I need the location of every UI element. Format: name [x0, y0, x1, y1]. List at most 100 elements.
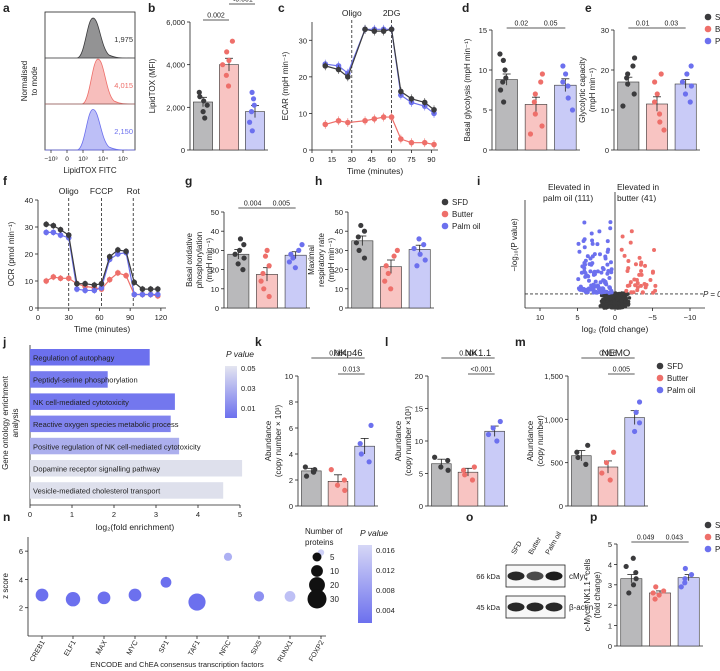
x-tick-label: 0: [65, 156, 69, 163]
annotation-palm: palm oil (111): [543, 193, 593, 203]
data-point-palm: [563, 71, 569, 77]
line-sfd: [325, 28, 435, 111]
x-axis-label: Time (minutes): [347, 166, 404, 176]
y-axis-label: −log₁₀(P value): [510, 218, 519, 272]
x-tick-label: 90: [427, 155, 435, 164]
bar-butter: [649, 592, 671, 647]
bar-palm: [354, 445, 375, 507]
tf-dot: [188, 593, 206, 611]
data-point-butter: [260, 270, 266, 277]
kda-label: 45 kDa: [476, 603, 501, 612]
data-point-palm: [636, 399, 643, 405]
data-point-butter: [469, 477, 476, 483]
data-point-palm: [589, 231, 594, 236]
data-point-ns: [620, 291, 625, 296]
y-axis-label: (mpH min⁻¹): [588, 68, 597, 113]
data-point-butter: [633, 262, 638, 267]
legend-marker-sfd: [704, 13, 712, 21]
p-value-label: 0.004: [459, 351, 477, 358]
blot-band: [526, 602, 544, 612]
x-tick-label: 120: [155, 313, 168, 322]
data-point-butter: [658, 71, 664, 77]
lane-label: SFD: [511, 540, 524, 556]
data-point-palm: [251, 102, 257, 108]
data-point-sfd: [626, 590, 632, 596]
injection-label: Oligo: [59, 186, 79, 196]
y-tick-label: 500: [550, 459, 563, 468]
data-point-ns: [604, 302, 609, 307]
term-label: Reactive oxygen species metabolic proces…: [33, 420, 179, 429]
data-point-sfd: [432, 454, 438, 460]
size-legend-dot: [312, 552, 322, 562]
colorbar: [225, 366, 237, 418]
tf-label: NFIC: [218, 640, 232, 658]
colorbar-tick: 0.01: [241, 404, 256, 413]
panel-letter-h: h: [315, 174, 322, 188]
data-point-butter: [115, 270, 121, 276]
legend-label-sfd: SFD: [715, 521, 720, 530]
data-point-sfd: [438, 464, 444, 470]
data-point-palm: [74, 286, 80, 292]
data-point-palm: [590, 284, 595, 289]
data-point-sfd: [115, 247, 121, 253]
data-point-ns: [607, 304, 612, 309]
legend-marker-butter: [704, 25, 712, 33]
data-point-butter: [656, 592, 662, 598]
data-point-sfd: [358, 222, 364, 229]
y-tick-label: 6,000: [166, 18, 185, 27]
injection-label: Rot: [127, 186, 141, 196]
data-point-sfd: [200, 109, 206, 115]
colorbar-tick: 0.008: [376, 586, 395, 595]
data-point-palm: [43, 229, 49, 236]
data-point-palm: [292, 265, 298, 271]
data-point-butter: [539, 71, 545, 77]
data-point-butter: [639, 260, 644, 265]
data-point-butter: [607, 477, 613, 483]
y-tick-label: 40: [25, 196, 33, 205]
data-point-butter: [650, 590, 656, 596]
data-point-butter: [261, 286, 267, 292]
x-tick-label: −5: [648, 313, 657, 322]
data-point-sfd: [631, 91, 637, 97]
data-point-sfd: [575, 454, 581, 461]
data-point-palm: [565, 83, 571, 89]
y-tick-label: 6: [289, 424, 293, 433]
bar-term: [30, 460, 243, 477]
legend-label-sfd: SFD: [452, 198, 468, 207]
y-tick-label: 10: [415, 437, 423, 446]
x-tick-label: 5: [575, 313, 579, 322]
data-point-butter: [391, 253, 397, 259]
data-point-palm: [565, 95, 571, 101]
x-tick-label: 0: [36, 313, 40, 322]
data-point-butter: [637, 255, 642, 260]
y-tick-label: 4: [289, 450, 293, 459]
size-legend-title: Number of: [305, 527, 343, 536]
colorbar-tick: 0.016: [376, 546, 395, 555]
panel-letter-b: b: [148, 1, 155, 15]
data-point-sfd: [98, 280, 105, 287]
data-point-butter: [653, 288, 658, 293]
data-point-palm: [592, 272, 597, 277]
data-point-butter: [656, 111, 663, 117]
term-label: Vesicle-mediated cholesterol transport: [33, 487, 161, 496]
legend-top: SFD Butter Palm oil: [704, 13, 720, 46]
data-point-palm: [576, 277, 581, 282]
injection-label: Oligo: [342, 8, 362, 18]
tf-label: MYC: [126, 640, 140, 657]
data-point-butter: [661, 127, 667, 133]
data-point-butter: [628, 240, 633, 245]
data-point-butter: [224, 49, 230, 55]
data-point-palm: [155, 291, 161, 298]
data-point-butter: [328, 467, 334, 473]
histogram-palm: [45, 108, 136, 151]
x-tick-label: 0: [310, 155, 314, 164]
data-point-sfd: [620, 103, 626, 109]
legend-marker-butter: [441, 210, 449, 218]
data-point-sfd: [574, 449, 580, 455]
data-point-butter: [651, 99, 658, 105]
y-tick-label: 0: [29, 304, 33, 313]
data-point-palm: [581, 286, 586, 291]
y-tick-label: 30: [25, 223, 33, 232]
size-legend-dot: [311, 565, 323, 577]
data-point-palm: [290, 255, 296, 261]
